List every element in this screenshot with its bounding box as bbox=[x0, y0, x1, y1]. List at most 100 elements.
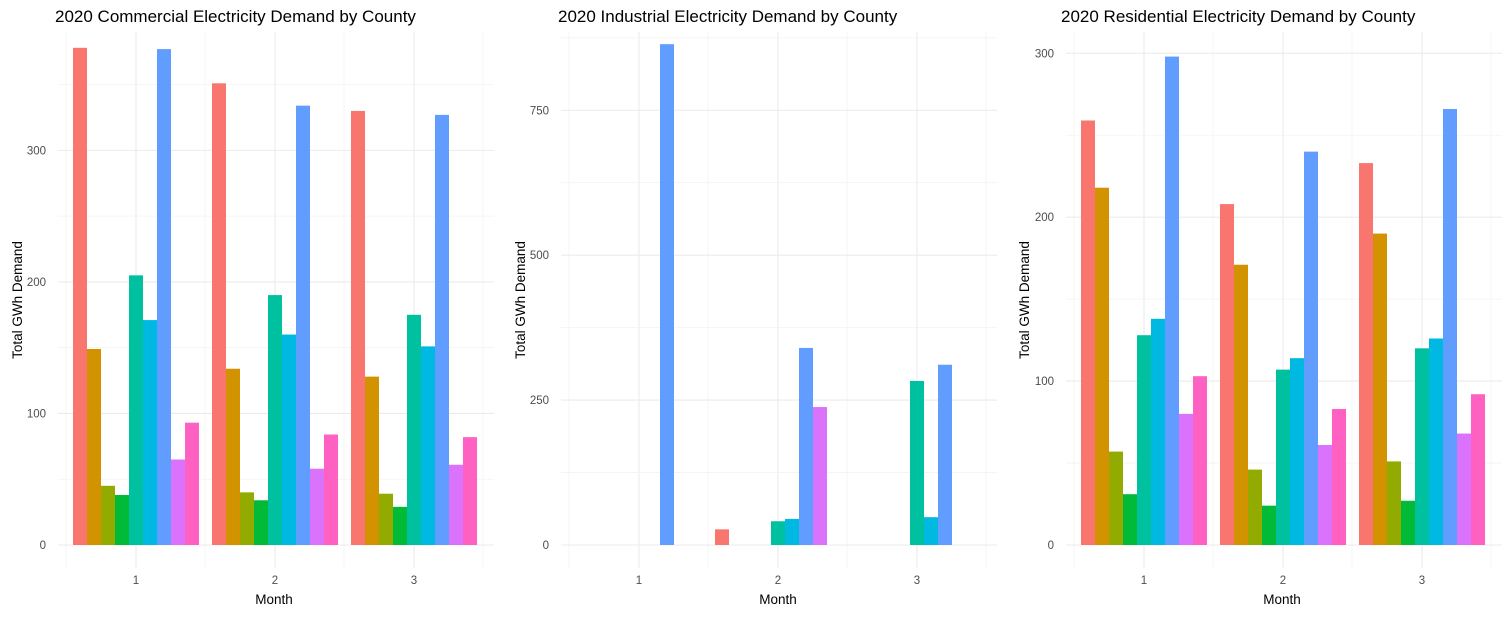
commercial-y-ticks: 0 100 200 300 bbox=[27, 145, 46, 552]
y-tick-label: 250 bbox=[530, 395, 549, 407]
bar-month-1-series-1 bbox=[1081, 120, 1095, 545]
commercial-x-ticks: 1 2 3 bbox=[133, 575, 417, 587]
industrial-x-axis-label: Month bbox=[759, 592, 797, 607]
bar-month-2-series-1 bbox=[715, 529, 729, 545]
bar-month-1-series-6 bbox=[1151, 318, 1165, 545]
y-tick-label: 200 bbox=[27, 277, 46, 289]
bar-month-2-series-9 bbox=[1332, 408, 1346, 545]
bar-month-1-series-5 bbox=[129, 275, 143, 545]
commercial-bars bbox=[73, 47, 477, 546]
bar-month-3-series-3 bbox=[379, 493, 393, 545]
y-tick-label: 100 bbox=[1035, 376, 1054, 388]
bar-month-3-series-9 bbox=[463, 437, 477, 545]
bar-month-2-series-1 bbox=[1220, 204, 1234, 545]
bar-month-2-series-7 bbox=[1304, 151, 1318, 545]
commercial-chart-title: 2020 Commercial Electricity Demand by Co… bbox=[55, 7, 416, 26]
bar-month-3-series-9 bbox=[1471, 394, 1485, 545]
bar-month-2-series-3 bbox=[240, 492, 254, 545]
y-tick-label: 500 bbox=[530, 250, 549, 262]
bar-month-3-series-1 bbox=[1359, 163, 1373, 545]
bar-month-1-series-9 bbox=[1193, 376, 1207, 545]
bar-month-1-series-9 bbox=[185, 422, 199, 545]
residential-y-ticks: 0 100 200 300 bbox=[1035, 48, 1054, 552]
bar-month-3-series-6 bbox=[421, 346, 435, 545]
bar-month-2-series-8 bbox=[1318, 445, 1332, 545]
bar-month-2-series-7 bbox=[799, 347, 813, 545]
y-tick-label: 0 bbox=[40, 540, 46, 552]
y-tick-label: 300 bbox=[1035, 48, 1054, 60]
bar-month-2-series-1 bbox=[212, 83, 226, 546]
bar-month-2-series-4 bbox=[254, 500, 268, 545]
bar-month-3-series-1 bbox=[351, 110, 365, 545]
x-tick-label: 1 bbox=[133, 575, 139, 587]
bar-month-2-series-3 bbox=[1248, 469, 1262, 545]
bar-month-1-series-3 bbox=[1109, 451, 1123, 545]
bar-month-1-series-3 bbox=[101, 485, 115, 545]
bar-month-3-series-4 bbox=[393, 506, 407, 545]
bar-month-1-series-8 bbox=[1179, 413, 1193, 545]
industrial-y-axis-label: Total GWh Demand bbox=[513, 241, 528, 359]
y-tick-label: 100 bbox=[27, 408, 46, 420]
bar-month-2-series-2 bbox=[1234, 264, 1248, 545]
x-tick-label: 1 bbox=[1141, 575, 1147, 587]
y-tick-label: 0 bbox=[1048, 540, 1054, 552]
y-tick-label: 750 bbox=[530, 105, 549, 117]
x-tick-label: 3 bbox=[411, 575, 417, 587]
bar-month-3-series-6 bbox=[1429, 338, 1443, 545]
y-tick-label: 0 bbox=[543, 540, 549, 552]
residential-bars bbox=[1081, 56, 1485, 546]
bar-month-3-series-6 bbox=[924, 517, 938, 545]
industrial-gridlines bbox=[561, 32, 997, 568]
residential-y-axis-label: Total GWh Demand bbox=[1017, 241, 1032, 359]
industrial-chart-title: 2020 Industrial Electricity Demand by Co… bbox=[558, 7, 898, 26]
x-tick-label: 2 bbox=[1280, 575, 1286, 587]
bar-month-1-series-8 bbox=[171, 459, 185, 545]
bar-month-2-series-5 bbox=[268, 295, 282, 545]
industrial-x-ticks: 1 2 3 bbox=[636, 575, 920, 587]
bar-month-3-series-5 bbox=[407, 314, 421, 545]
commercial-panel: 2020 Commercial Electricity Demand by Co… bbox=[10, 7, 494, 607]
industrial-bars bbox=[660, 44, 952, 545]
bar-month-2-series-2 bbox=[226, 368, 240, 545]
x-tick-label: 1 bbox=[636, 575, 642, 587]
bar-month-3-series-7 bbox=[938, 364, 952, 545]
bar-month-1-series-4 bbox=[1123, 494, 1137, 545]
bar-month-1-series-7 bbox=[157, 49, 171, 545]
bar-month-2-series-5 bbox=[771, 521, 785, 545]
y-tick-label: 200 bbox=[1035, 212, 1054, 224]
residential-panel: 2020 Residential Electricity Demand by C… bbox=[1017, 7, 1502, 607]
bar-month-3-series-7 bbox=[435, 114, 449, 545]
bar-month-3-series-5 bbox=[910, 380, 924, 545]
bar-month-1-series-1 bbox=[73, 47, 87, 546]
bar-month-2-series-9 bbox=[324, 434, 338, 545]
bar-month-2-series-6 bbox=[1290, 358, 1304, 545]
x-tick-label: 3 bbox=[1419, 575, 1425, 587]
residential-chart-title: 2020 Residential Electricity Demand by C… bbox=[1061, 7, 1416, 26]
bar-month-2-series-8 bbox=[813, 407, 827, 545]
industrial-y-ticks: 0 250 500 750 bbox=[530, 105, 549, 552]
bar-month-2-series-7 bbox=[296, 105, 310, 546]
bar-month-3-series-8 bbox=[449, 464, 463, 545]
x-tick-label: 2 bbox=[272, 575, 278, 587]
bar-month-2-series-6 bbox=[282, 334, 296, 545]
bar-month-1-series-4 bbox=[115, 495, 129, 545]
bar-month-3-series-2 bbox=[365, 376, 379, 545]
y-tick-label: 300 bbox=[27, 145, 46, 157]
bar-month-1-series-2 bbox=[1095, 187, 1109, 545]
bar-month-3-series-2 bbox=[1373, 233, 1387, 546]
bar-month-3-series-3 bbox=[1387, 461, 1401, 545]
bar-month-1-series-7 bbox=[1165, 56, 1179, 546]
bar-month-1-series-2 bbox=[87, 349, 101, 545]
bar-month-3-series-8 bbox=[1457, 433, 1471, 545]
commercial-x-axis-label: Month bbox=[255, 592, 293, 607]
bar-month-3-series-4 bbox=[1401, 500, 1415, 545]
bar-month-2-series-6 bbox=[785, 518, 799, 545]
bar-month-3-series-7 bbox=[1443, 109, 1457, 545]
residential-x-ticks: 1 2 3 bbox=[1141, 575, 1425, 587]
bar-month-2-series-8 bbox=[310, 468, 324, 545]
bar-month-3-series-5 bbox=[1415, 348, 1429, 545]
commercial-y-axis-label: Total GWh Demand bbox=[10, 241, 25, 359]
residential-x-axis-label: Month bbox=[1263, 592, 1301, 607]
bar-month-1-series-7 bbox=[660, 44, 674, 545]
